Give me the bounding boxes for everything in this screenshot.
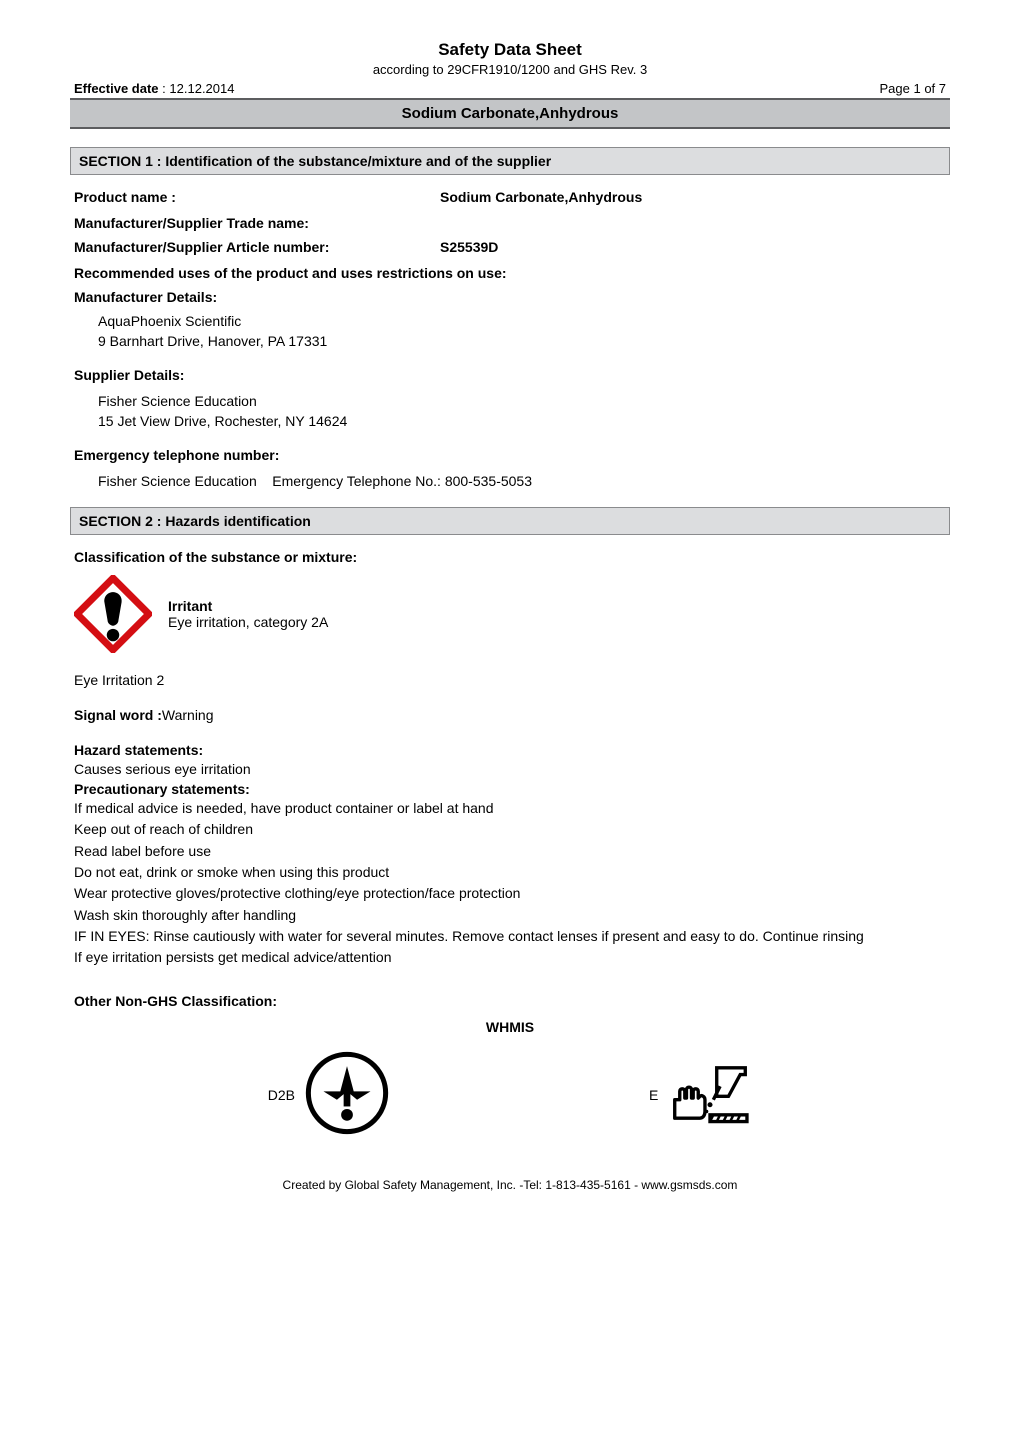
mfg-article-value: S25539D [440,239,498,255]
signal-word-value: Warning [162,707,214,723]
precaution-line-5: Wear protective gloves/protective clothi… [70,884,950,903]
supplier-line2: 15 Jet View Drive, Rochester, NY 14624 [70,413,950,429]
product-banner: Sodium Carbonate,Anhydrous [70,98,950,129]
emergency-phone-label: Emergency telephone number: [70,447,950,463]
other-classification-label: Other Non-GHS Classification: [70,993,950,1009]
page-number: Page 1 of 7 [880,81,947,96]
footer-text: Created by Global Safety Management, Inc… [70,1178,950,1192]
precaution-line-1: If medical advice is needed, have produc… [70,799,950,818]
precaution-line-7: IF IN EYES: Rinse cautiously with water … [70,927,950,946]
precaution-line-4: Do not eat, drink or smoke when using th… [70,863,950,882]
effective-date-label: Effective date [74,81,159,96]
manufacturer-line1: AquaPhoenix Scientific [70,313,950,329]
section-2-heading: SECTION 2 : Hazards identification [70,507,950,535]
whmis-e-icon [668,1058,752,1131]
section-1-heading: SECTION 1 : Identification of the substa… [70,147,950,175]
precautionary-statements-label: Precautionary statements: [70,781,950,797]
whmis-d2b: D2B [268,1051,389,1138]
classification-label: Classification of the substance or mixtu… [70,549,950,565]
supplier-details-label: Supplier Details: [70,367,950,383]
ghs-exclamation-icon [74,575,152,653]
whmis-d2b-icon [305,1051,389,1138]
document-subtitle: according to 29CFR1910/1200 and GHS Rev.… [70,62,950,77]
whmis-d2b-label: D2B [268,1087,295,1103]
signal-word-label: Signal word : [74,707,162,723]
product-name-label: Product name : [70,189,440,205]
document-title: Safety Data Sheet [70,40,950,60]
manufacturer-line2: 9 Barnhart Drive, Hanover, PA 17331 [70,333,950,349]
precaution-line-6: Wash skin thoroughly after handling [70,906,950,925]
precaution-line-2: Keep out of reach of children [70,820,950,839]
ghs-subtitle: Eye irritation, category 2A [168,614,328,630]
whmis-e: E [649,1058,752,1131]
hazard-statements-label: Hazard statements: [70,742,950,758]
mfg-article-label: Manufacturer/Supplier Article number: [70,239,440,255]
manufacturer-details-label: Manufacturer Details: [70,289,950,305]
product-name-value: Sodium Carbonate,Anhydrous [440,189,642,205]
hazard-line-1: Causes serious eye irritation [70,760,950,779]
recommended-uses-label: Recommended uses of the product and uses… [70,265,950,281]
eye-irritation-line: Eye Irritation 2 [70,671,950,690]
supplier-line1: Fisher Science Education [70,393,950,409]
whmis-e-label: E [649,1087,658,1103]
emergency-phone-value: Fisher Science Education Emergency Telep… [70,473,950,489]
mfg-trade-name-label: Manufacturer/Supplier Trade name: [70,215,950,231]
ghs-pictogram-row: Irritant Eye irritation, category 2A [74,575,950,653]
header-bar: Effective date : 12.12.2014 Page 1 of 7 [70,81,950,96]
precaution-line-8: If eye irritation persists get medical a… [70,948,950,967]
whmis-title: WHMIS [70,1019,950,1035]
effective-date-value: : 12.12.2014 [162,81,234,96]
precaution-line-3: Read label before use [70,842,950,861]
ghs-title: Irritant [168,598,328,614]
whmis-row: D2B E [70,1051,950,1138]
